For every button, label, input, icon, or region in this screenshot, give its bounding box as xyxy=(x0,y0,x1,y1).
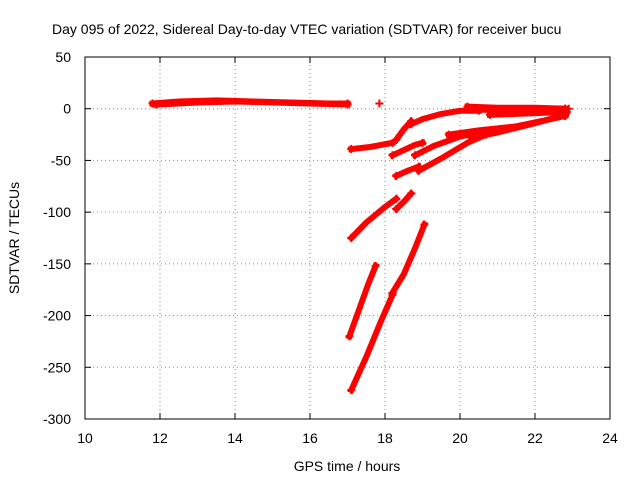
x-tick-label: 16 xyxy=(302,430,318,446)
satellite-track xyxy=(347,290,397,394)
y-tick-label: -250 xyxy=(43,359,71,375)
track-end-marker xyxy=(467,133,476,142)
y-tick-label: -50 xyxy=(51,152,71,168)
y-tick-label: -200 xyxy=(43,308,71,324)
y-tick-label: 50 xyxy=(55,49,71,65)
data-point xyxy=(375,99,384,108)
satellite-track xyxy=(486,108,571,119)
x-tick-label: 24 xyxy=(602,430,618,446)
satellite-track xyxy=(347,139,396,153)
satellite-track xyxy=(388,139,427,160)
track-end-marker xyxy=(414,166,423,175)
axis-ticks: 10 12 14 16 18 20 22 24 50 0 -50 -100 -150 -200 -250 -3… xyxy=(43,49,618,446)
x-tick-label: 10 xyxy=(77,430,93,446)
track-end-marker xyxy=(463,102,472,111)
satellite-track xyxy=(153,98,351,108)
satellite-track xyxy=(388,220,429,297)
y-tick-label: 0 xyxy=(63,101,71,117)
track-end-marker xyxy=(392,205,401,214)
track-end-marker xyxy=(392,135,401,144)
track-end-marker xyxy=(420,220,429,229)
track-end-marker xyxy=(392,194,401,203)
track-end-marker xyxy=(486,110,494,119)
y-axis-label: SDTVAR / TECUs xyxy=(6,182,22,294)
satellite-track xyxy=(467,111,569,142)
track-end-marker xyxy=(347,386,356,395)
satellite-track xyxy=(392,189,416,214)
plot-frame xyxy=(84,56,611,420)
chart-title: Day 095 of 2022, Sidereal Day-to-day VTE… xyxy=(52,21,561,37)
x-axis-label: GPS time / hours xyxy=(294,458,401,474)
satellite-track xyxy=(392,162,423,180)
track-end-marker xyxy=(444,130,453,139)
track-end-marker xyxy=(371,261,380,270)
track-end-marker xyxy=(347,145,356,154)
x-tick-label: 20 xyxy=(452,430,468,446)
satellite-track xyxy=(347,194,401,243)
y-tick-label: -300 xyxy=(43,411,71,427)
grid-lines xyxy=(85,57,610,419)
track-end-marker xyxy=(418,138,427,147)
track-end-marker xyxy=(152,100,161,109)
track-end-marker xyxy=(343,100,352,109)
x-tick-label: 18 xyxy=(377,430,393,446)
satellite-track xyxy=(464,103,569,112)
track-end-marker xyxy=(411,151,419,160)
x-tick-label: 14 xyxy=(227,430,243,446)
track-end-marker xyxy=(388,288,397,297)
x-tick-label: 12 xyxy=(152,430,168,446)
y-tick-label: -100 xyxy=(43,204,71,220)
data-points xyxy=(148,97,573,395)
x-tick-label: 22 xyxy=(527,430,543,446)
track-end-marker xyxy=(347,234,356,242)
data-point xyxy=(564,104,573,113)
track-end-marker xyxy=(392,171,401,180)
track-end-marker xyxy=(345,332,354,341)
track-end-marker xyxy=(388,151,397,160)
track-end-marker xyxy=(407,120,416,129)
y-tick-label: -150 xyxy=(43,256,71,272)
satellite-track xyxy=(345,261,380,341)
satellite-track xyxy=(407,107,482,129)
track-end-marker xyxy=(407,189,416,198)
